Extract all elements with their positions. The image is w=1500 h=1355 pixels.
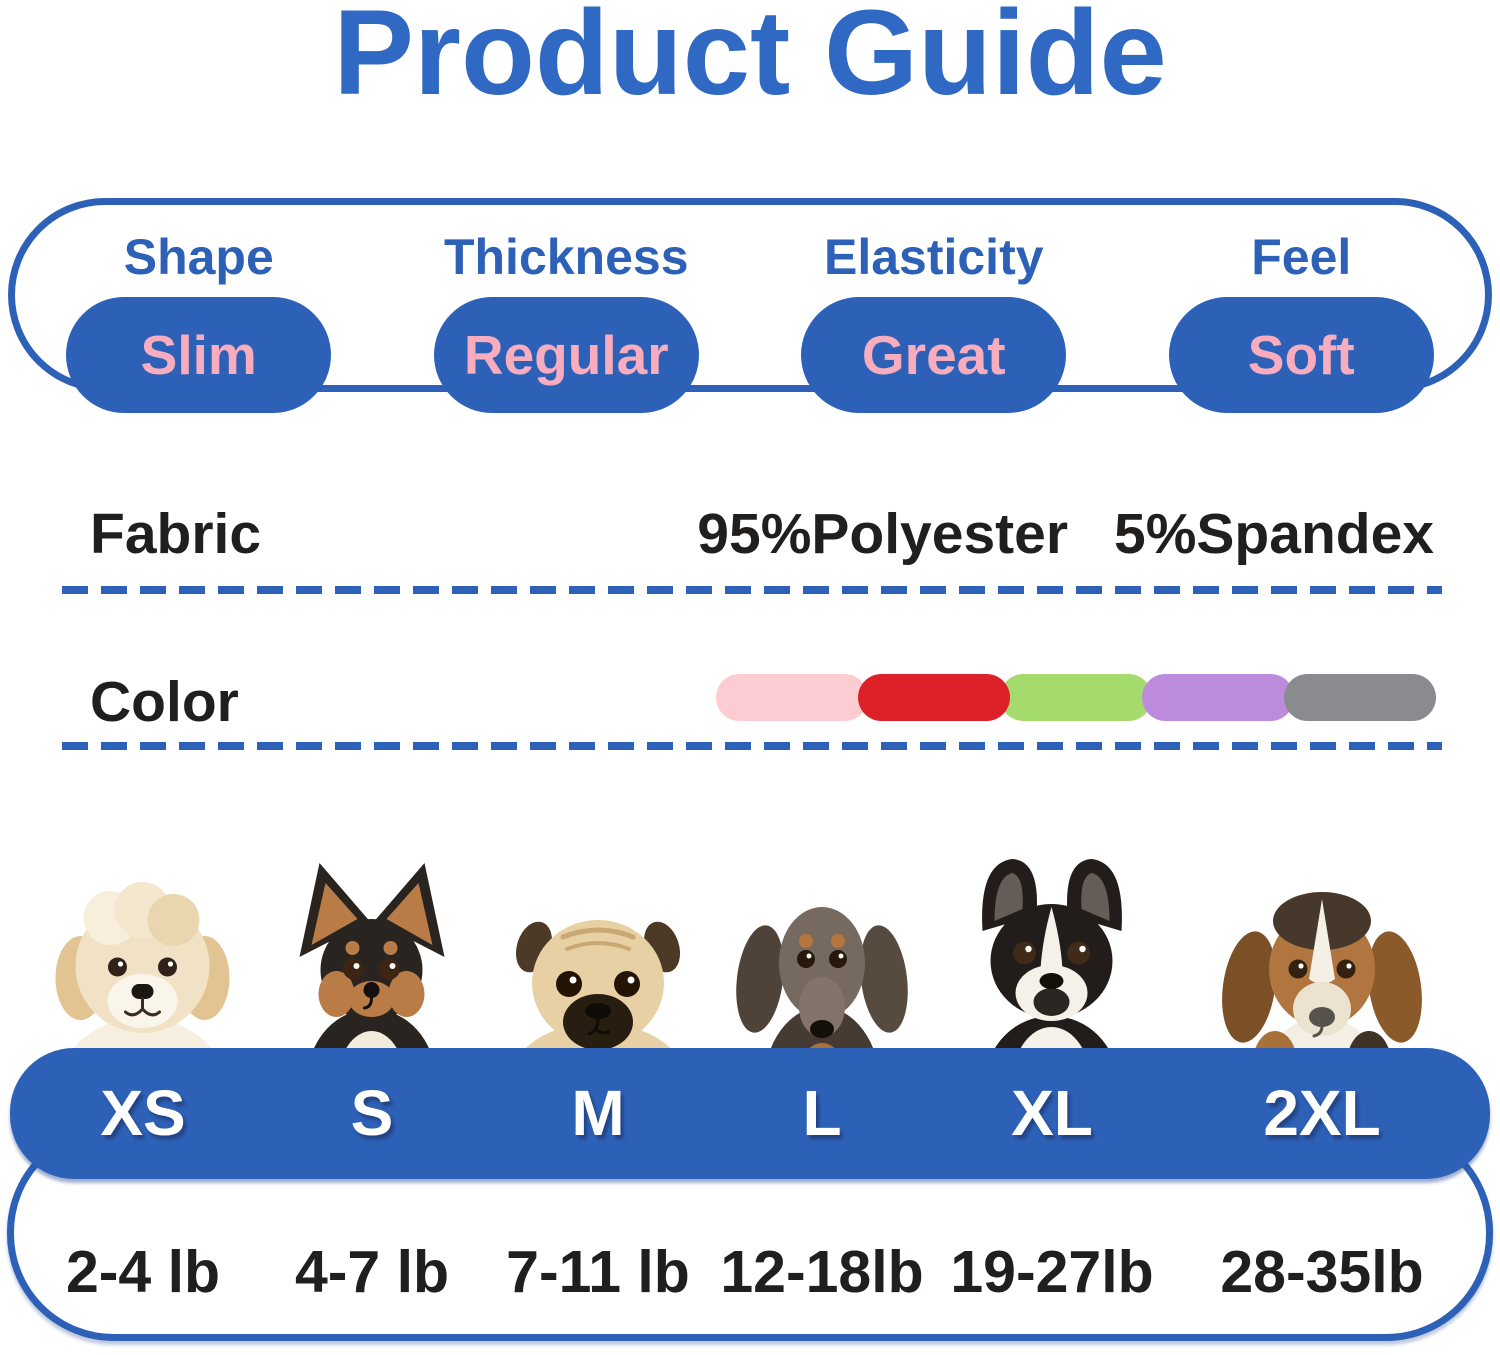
weight-label-s: 4-7 lb xyxy=(294,1239,450,1305)
fabric-row: Fabric 95%Polyester 5%Spandex xyxy=(90,500,1434,568)
swatch-pink xyxy=(716,674,868,721)
swatch-purple xyxy=(1142,674,1294,721)
feature-elasticity-value-pill: Great xyxy=(801,297,1067,413)
swatch-green xyxy=(1000,674,1152,721)
swatch-red xyxy=(858,674,1010,721)
size-label-xs: XS xyxy=(100,1077,186,1149)
feature-feel-value-pill: Soft xyxy=(1168,297,1434,413)
feature-thickness-value: Regular xyxy=(463,324,669,386)
feature-thickness-label: Thickness xyxy=(443,229,689,285)
color-label: Color xyxy=(90,670,239,734)
feature-elasticity-value: Great xyxy=(861,324,1006,386)
size-banner xyxy=(10,1048,1490,1179)
feature-elasticity-label: Elasticity xyxy=(823,229,1044,285)
feature-thickness: Thickness Regular xyxy=(383,205,751,413)
feature-feel: Feel Soft xyxy=(1118,205,1486,413)
feature-shape-value: Slim xyxy=(140,324,257,386)
size-label-l: L xyxy=(802,1077,842,1149)
feature-feel-label: Feel xyxy=(1251,229,1352,285)
swatch-gray xyxy=(1284,674,1436,721)
size-label-m: M xyxy=(571,1077,625,1149)
weight-label-xl: 19-27lb xyxy=(950,1239,1154,1305)
divider-dashed-2 xyxy=(62,742,1442,750)
weight-label-2xl: 28-35lb xyxy=(1220,1239,1424,1305)
weight-label-l: 12-18lb xyxy=(720,1239,924,1305)
feature-elasticity: Elasticity Great xyxy=(750,205,1118,413)
dogs-row xyxy=(0,828,1500,1163)
fabric-label: Fabric xyxy=(90,502,262,566)
size-label-2xl: 2XL xyxy=(1263,1077,1381,1149)
feature-feel-value: Soft xyxy=(1247,324,1355,386)
fabric-polyester-value: 95%Polyester xyxy=(697,502,1069,566)
feature-shape-label: Shape xyxy=(123,229,274,285)
dog-photo-dachshund xyxy=(727,857,917,1163)
page-title: Product Guide xyxy=(333,0,1167,120)
feature-thickness-value-pill: Regular xyxy=(433,297,699,413)
dog-photo-chihuahua xyxy=(270,857,475,1149)
fabric-values: 95%Polyester 5%Spandex xyxy=(697,501,1434,567)
feature-shape-value-pill: Slim xyxy=(66,297,332,413)
size-label-xl: XL xyxy=(1011,1077,1093,1149)
features-panel: Shape Slim Thickness Regular Elasticity … xyxy=(8,198,1492,413)
size-label-s: S xyxy=(350,1077,394,1149)
fabric-spandex-value: 5%Spandex xyxy=(1114,502,1434,566)
weight-label-m: 7-11 lb xyxy=(506,1239,690,1305)
weight-label-xs: 2-4 lb xyxy=(65,1239,221,1305)
dog-photo-boston-terrier xyxy=(955,847,1150,1148)
divider-dashed-1 xyxy=(62,586,1442,594)
color-swatches xyxy=(716,674,1436,721)
feature-shape: Shape Slim xyxy=(15,205,383,413)
